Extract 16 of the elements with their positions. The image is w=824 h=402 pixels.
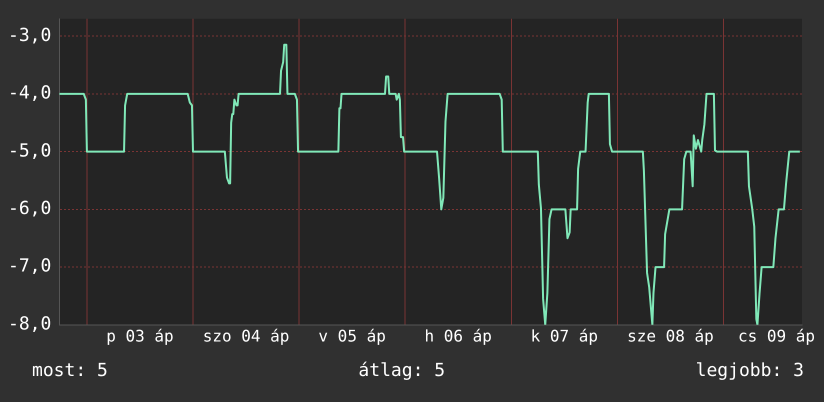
x-tick-label: sze 08 áp — [627, 326, 714, 346]
y-tick-label: -7,0 — [8, 256, 52, 277]
x-tick-label: cs 09 áp — [738, 326, 816, 346]
y-tick-label: -8,0 — [8, 313, 52, 334]
x-tick-label: k 07 áp — [530, 326, 598, 346]
x-tick-label: h 06 áp — [424, 326, 492, 346]
text: átlag: 5 — [358, 360, 446, 381]
y-tick-label: -6,0 — [8, 198, 52, 219]
y-tick-label: -3,0 — [8, 24, 52, 46]
y-tick-label: -4,0 — [8, 82, 52, 104]
x-tick-label: p 03 áp — [106, 326, 174, 346]
y-tick-label: -5,0 — [8, 140, 52, 162]
x-tick-label: v 05 áp — [318, 326, 386, 346]
x-tick-label: szo 04 áp — [202, 326, 290, 346]
text: most: 5 — [32, 360, 108, 381]
text: legjobb: 3 — [696, 360, 804, 381]
